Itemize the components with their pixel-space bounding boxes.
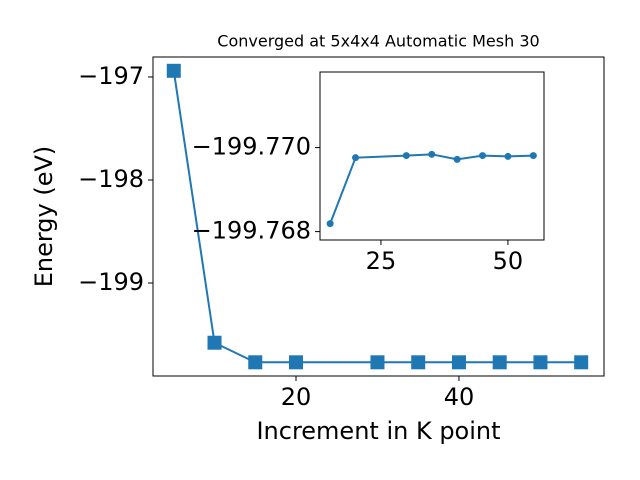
y-tick-label: −199 (78, 268, 144, 296)
marker (166, 63, 181, 78)
y-tick-label: −199.770 (192, 133, 311, 161)
marker (248, 355, 263, 370)
marker (529, 152, 537, 160)
marker (411, 355, 426, 370)
series-line (329, 153, 534, 224)
marker (402, 152, 410, 160)
x-axis-label: Increment in K point (256, 417, 500, 445)
marker (289, 355, 303, 370)
y-tick-label: −198 (78, 165, 144, 193)
marker (352, 154, 360, 162)
y-tick-label: −199.768 (192, 217, 311, 245)
series-line (172, 70, 582, 364)
x-tick-label: 20 (281, 383, 312, 411)
chart-title: Converged at 5x4x4 Automatic Mesh 30 (217, 32, 539, 51)
y-tick-label: −197 (78, 62, 144, 90)
marker (428, 150, 436, 158)
y-axis-label: Energy (eV) (30, 146, 58, 288)
marker (453, 155, 461, 163)
marker (326, 220, 334, 228)
marker (370, 355, 385, 370)
marker (492, 355, 507, 370)
x-tick-label: 50 (493, 247, 524, 275)
x-tick-label: 40 (444, 383, 475, 411)
marker (207, 335, 222, 350)
marker (574, 355, 589, 370)
marker (451, 355, 466, 370)
marker (533, 355, 548, 370)
marker (479, 152, 487, 160)
marker (504, 152, 512, 160)
x-tick-label: 25 (366, 247, 397, 275)
